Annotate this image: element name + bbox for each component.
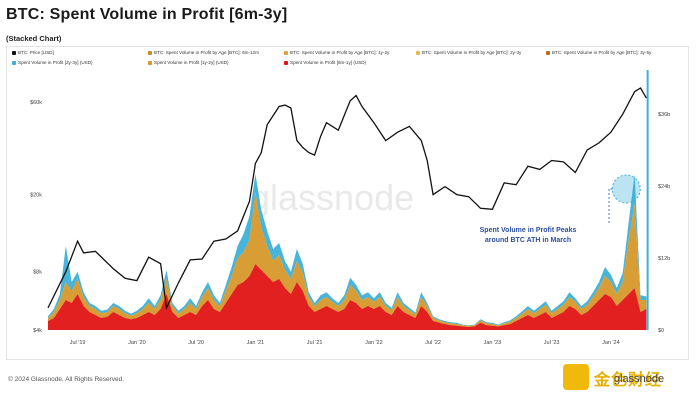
legend-item-1y-2y[interactable]: BTC: Spent Volume in Profit by Age [BTC]…	[284, 50, 389, 55]
x-tick-label: Jan '24	[602, 340, 620, 346]
legend-swatch	[148, 50, 152, 55]
y-right-tick-label: $24b	[658, 184, 670, 190]
footer-brand: glassnode	[614, 373, 665, 385]
jinse-logo-text: 金色财经	[594, 372, 663, 389]
y-axis-right: $0 $12b $24b $36b	[658, 112, 670, 334]
x-tick-label: Jul '19	[70, 340, 86, 346]
y-left-tick-label: $60k	[30, 100, 42, 106]
jinse-logo-icon	[563, 364, 589, 390]
legend-item-3y-5y[interactable]: BTC: Spent Volume in Profit by Age [BTC]…	[546, 50, 651, 55]
annotation-text-line2: around BTC ATH in March	[485, 237, 571, 244]
price-line	[47, 87, 647, 311]
legend-swatch	[148, 60, 152, 65]
y-axis-left: $4k $8k $20k $60k	[30, 100, 42, 334]
y-left-tick-label: $20k	[30, 193, 42, 199]
x-tick-label: Jul '22	[425, 340, 441, 346]
legend-swatch	[284, 60, 288, 65]
x-tick-label: Jul '20	[188, 340, 204, 346]
legend-item-price[interactable]: BTC: Price [USD]	[12, 50, 54, 55]
legend-swatch	[284, 50, 288, 55]
legend-label: BTC: Spent Volume in Profit by Age [BTC]…	[422, 50, 522, 55]
copyright: © 2024 Glassnode. All Rights Reserved.	[8, 376, 125, 383]
legend-swatch	[546, 50, 550, 55]
y-left-tick-label: $8k	[33, 270, 42, 276]
volume-areas	[48, 70, 649, 330]
legend-item-6m-12m[interactable]: BTC: Spent Volume in Profit by Age [BTC]…	[148, 50, 259, 55]
legend-swatch	[12, 50, 16, 55]
x-tick-label: Jul '21	[307, 340, 323, 346]
legend-item-usd-2y-3y[interactable]: Spent Volume in Profit [2y-3y] (USD)	[12, 60, 93, 65]
legend-item-usd-6m-1y[interactable]: Spent Volume in Profit [6m-1y] (USD)	[284, 60, 366, 65]
y-left-tick-label: $4k	[33, 328, 42, 334]
x-tick-label: Jan '21	[247, 340, 265, 346]
x-tick-label: Jan '22	[365, 340, 383, 346]
legend-label: Spent Volume in Profit [1y-2y] (USD)	[154, 60, 229, 65]
y-right-tick-label: $12b	[658, 256, 670, 262]
x-axis: Jul '19 Jan '20 Jul '20 Jan '21 Jul '21 Jan '…	[70, 340, 620, 346]
y-right-tick-label: $36b	[658, 112, 670, 118]
legend-label: BTC: Spent Volume in Profit by Age [BTC]…	[552, 50, 652, 55]
x-tick-label: Jan '23	[484, 340, 502, 346]
x-tick-label: Jan '20	[128, 340, 146, 346]
watermark: glassnode	[250, 177, 414, 218]
area-1y-2y	[48, 192, 647, 327]
chart-subtitle: (Stacked Chart)	[6, 34, 62, 43]
area-6m-1y	[48, 264, 647, 330]
legend-label: BTC: Spent Volume in Profit by Age [BTC]…	[154, 50, 259, 55]
legend-label: Spent Volume in Profit [6m-1y] (USD)	[290, 60, 367, 65]
legend-swatch	[416, 50, 420, 55]
legend-item-usd-1y-2y[interactable]: Spent Volume in Profit [1y-2y] (USD)	[148, 60, 229, 65]
x-tick-label: Jul '23	[544, 340, 560, 346]
annotation-circle	[611, 174, 641, 204]
area-2y-3y	[48, 174, 647, 326]
legend-label: BTC: Spent Volume in Profit by Age [BTC]…	[290, 50, 390, 55]
chart-title: BTC: Spent Volume in Profit [6m-3y]	[6, 6, 288, 23]
legend-item-2y-3y[interactable]: BTC: Spent Volume in Profit by Age [BTC]…	[416, 50, 521, 55]
legend-label: BTC: Price [USD]	[18, 50, 54, 55]
price-line-group	[47, 87, 647, 311]
legend-swatch	[12, 60, 16, 65]
legend-label: Spent Volume in Profit [2y-3y] (USD)	[18, 60, 93, 65]
annotation-group: Spent Volume in Profit Peaks around BTC …	[480, 174, 641, 244]
y-right-tick-label: $0	[658, 328, 664, 334]
annotation-text-line1: Spent Volume in Profit Peaks	[480, 227, 577, 234]
chart-legend: BTC: Price [USD] BTC: Spent Volume in Pr…	[8, 48, 680, 70]
